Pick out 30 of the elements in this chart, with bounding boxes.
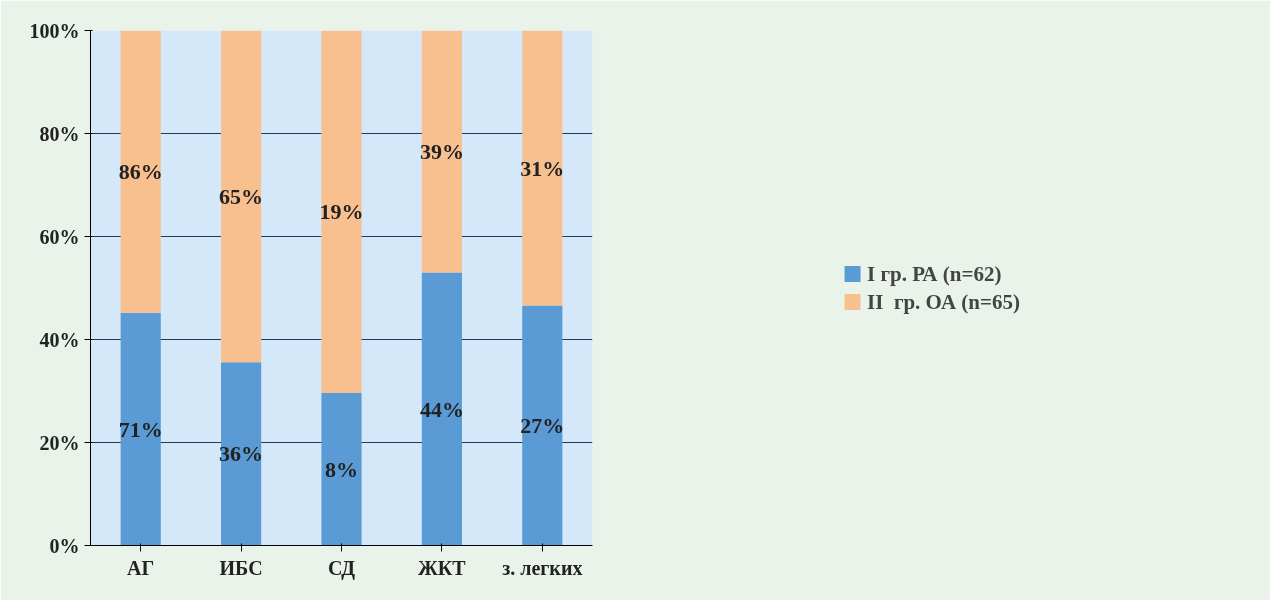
bar <box>221 362 262 546</box>
y-tick-label: 80% <box>39 122 80 145</box>
annotation: 39% <box>419 139 464 165</box>
bar <box>120 30 161 313</box>
legend-label: I гр. РА (n=62) <box>867 261 1002 286</box>
annotation: 31% <box>520 155 565 181</box>
y-tick-label: 60% <box>39 225 80 248</box>
y-tick-label: 40% <box>39 328 80 351</box>
bar <box>522 305 563 546</box>
y-tick-label: 0% <box>49 534 80 557</box>
annotation: 65% <box>219 183 264 209</box>
bar <box>421 30 462 273</box>
bar <box>120 312 161 546</box>
bar <box>522 30 563 306</box>
y-tick-label: 20% <box>39 431 80 454</box>
annotation: 8% <box>325 456 358 482</box>
bar <box>321 30 362 394</box>
x-tick-label: СД <box>327 556 356 580</box>
annotation: 71% <box>118 416 163 442</box>
y-tick-label: 100% <box>29 19 80 42</box>
bar <box>421 272 462 546</box>
bar <box>321 393 362 546</box>
x-tick-label: АГ <box>127 556 155 579</box>
x-tick-label: ИБС <box>219 556 263 579</box>
legend-label: II гр. ОА (n=65) <box>867 289 1020 314</box>
x-tick-label: ЖКТ <box>418 556 467 579</box>
annotation: 19% <box>319 199 364 225</box>
bar <box>221 30 262 363</box>
x-tick-label: з. легких <box>502 556 583 579</box>
annotation: 86% <box>118 159 163 185</box>
